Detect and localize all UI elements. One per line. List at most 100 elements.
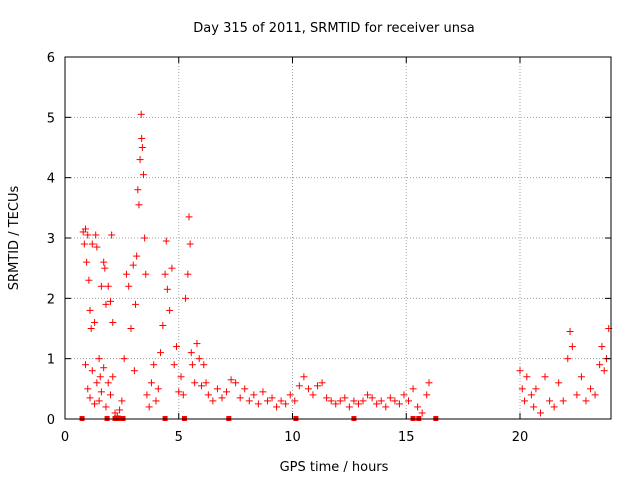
data-point [120,355,128,363]
data-point [154,385,162,393]
data-point [291,397,299,405]
data-point [136,156,144,164]
data-point [132,300,140,308]
y-tick-label: 4 [47,172,55,187]
data-point [568,343,576,351]
data-point [250,391,258,399]
data-point [125,282,133,290]
data-point [368,394,376,402]
data-point [236,394,244,402]
data-point [145,403,153,411]
x-tick-label: 15 [398,430,415,445]
data-point [118,397,126,405]
data-point [97,282,105,290]
x-tick-label: 20 [512,430,529,445]
y-tick-label: 6 [47,51,55,66]
data-point [245,397,253,405]
data-point [405,397,413,405]
data-point [204,391,212,399]
data-point [218,394,226,402]
data-point [81,225,89,233]
data-point [582,397,590,405]
data-point [137,110,145,118]
data-point [191,379,199,387]
data-point [147,379,155,387]
data-point [88,240,96,248]
data-point [309,391,317,399]
data-point [382,403,390,411]
data-point [373,400,381,408]
data-point [177,373,185,381]
x-tick-label: 5 [175,430,183,445]
data-point [304,385,312,393]
data-point [109,318,117,326]
ticks: 0 1 2 3 4 5 6 0 5 10 15 20 [47,51,611,445]
data-point [104,282,112,290]
data-point [95,355,103,363]
data-point [546,397,554,405]
data-point [150,361,158,369]
data-point [86,394,94,402]
data-point [84,385,92,393]
grid [65,57,611,419]
data-point [400,391,408,399]
data-point [166,306,174,314]
data-point [286,391,294,399]
data-point [227,376,235,384]
x-tick-label: 10 [284,430,301,445]
data-point [170,361,178,369]
data-point [587,385,595,393]
data-point [184,270,192,278]
data-point [95,397,103,405]
data-point [395,400,403,408]
data-point [213,385,221,393]
data-point [133,252,141,260]
data-point [550,403,558,411]
data-point [263,397,271,405]
data-point [100,364,108,372]
data-point [85,276,93,284]
data-point [107,297,114,305]
data-point [527,391,535,399]
data-point [198,382,205,390]
data-point [364,391,372,399]
data-point [350,397,358,405]
data-point [162,237,170,245]
data-point [377,397,385,405]
y-axis-title: SRMTID / TECUs [7,186,22,291]
data-point [91,318,99,326]
data-point [129,261,137,269]
data-point [573,391,581,399]
data-point [88,367,96,375]
data-point [138,134,146,142]
data-point [102,300,110,308]
data-point [259,388,267,396]
data-point [86,306,94,314]
data-point [223,388,231,396]
data-point [254,400,262,408]
data-point [109,373,117,381]
data-point [314,382,322,390]
data-point [386,394,394,402]
data-point [277,397,285,405]
data-point [273,403,281,411]
data-point [116,406,124,414]
data-point [134,186,142,194]
data-point [142,270,150,278]
data-point [336,397,344,405]
data-point [122,270,130,278]
data-point [143,391,151,399]
data-point [414,403,422,411]
data-point [318,379,326,387]
data-point [138,144,146,151]
data-point [185,213,193,221]
data-point [175,388,183,396]
y-tick-label: 1 [47,353,55,368]
data-point [600,367,608,375]
data-point [532,385,540,393]
data-point [104,379,112,387]
data-point [130,367,138,375]
data-point [598,343,606,351]
